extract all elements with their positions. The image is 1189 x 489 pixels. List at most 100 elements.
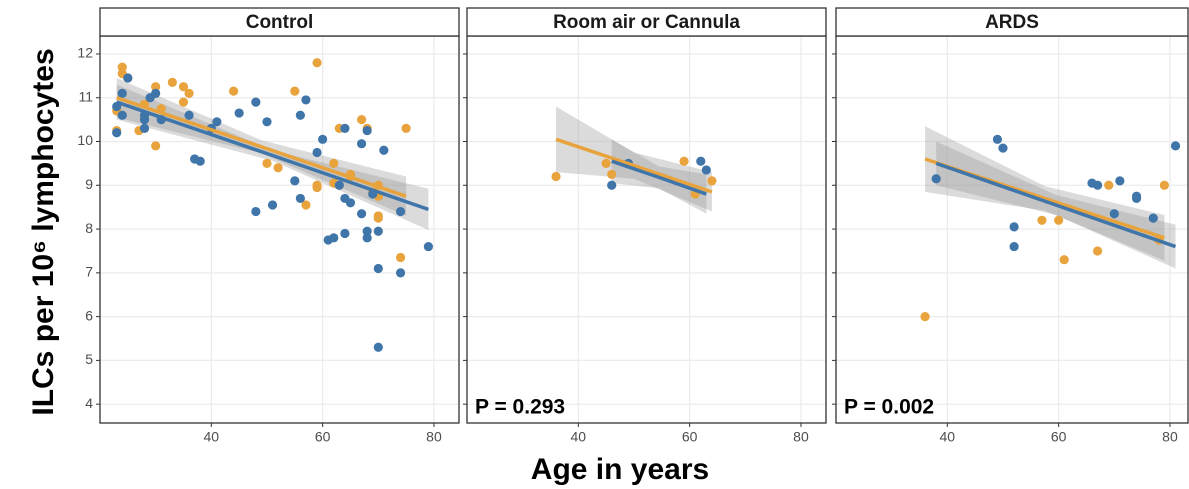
data-point — [379, 145, 389, 155]
x-tick-label: 40 — [204, 429, 220, 445]
data-point — [251, 97, 261, 107]
data-point — [167, 77, 177, 88]
data-point — [312, 58, 322, 68]
data-point — [931, 174, 941, 184]
data-point — [920, 312, 930, 322]
y-tick-label: 7 — [85, 264, 93, 280]
data-point — [267, 200, 278, 210]
data-point — [312, 182, 322, 193]
p-value: P = 0.293 — [475, 396, 565, 419]
data-point — [1037, 215, 1047, 225]
data-point — [1148, 213, 1158, 223]
data-point — [992, 134, 1003, 144]
data-point — [395, 268, 406, 278]
data-point — [312, 147, 322, 158]
data-point — [1092, 246, 1103, 256]
x-tick-label: 60 — [682, 429, 698, 445]
data-point — [1059, 255, 1069, 265]
data-point — [1104, 180, 1114, 190]
data-point — [295, 110, 305, 120]
data-point — [356, 139, 367, 149]
regression-line — [116, 96, 407, 198]
data-point — [373, 226, 383, 236]
data-point — [998, 143, 1008, 153]
data-point — [184, 88, 194, 98]
strip — [99, 7, 460, 37]
data-point — [228, 86, 239, 96]
x-axis-label: Age in years — [531, 453, 709, 486]
data-point — [607, 180, 617, 190]
y-axis-label: ILCs per 10⁶ lymphocytes — [27, 48, 60, 415]
plot-area — [112, 58, 433, 352]
data-point — [139, 123, 150, 133]
data-point — [301, 95, 311, 105]
data-point — [117, 62, 127, 72]
data-point — [601, 158, 611, 168]
data-point — [1009, 222, 1019, 232]
y-tick-label: 4 — [85, 395, 93, 411]
x-tick-label: 80 — [1162, 429, 1178, 445]
data-point — [423, 241, 433, 252]
strip — [835, 7, 1189, 37]
data-point — [1115, 176, 1125, 186]
data-point — [340, 123, 350, 133]
data-point — [701, 165, 711, 175]
x-tick-label: 40 — [940, 429, 956, 445]
data-point — [290, 176, 300, 186]
data-point — [362, 233, 372, 243]
x-tick-label: 80 — [793, 429, 809, 445]
data-point — [395, 206, 406, 217]
data-point — [318, 134, 328, 144]
data-point — [373, 263, 383, 274]
data-point — [178, 97, 189, 107]
data-point — [112, 128, 122, 138]
data-point — [395, 252, 406, 263]
regression-line — [611, 159, 707, 196]
y-tick-label: 11 — [78, 88, 93, 104]
data-point — [340, 228, 350, 239]
x-tick-label: 80 — [426, 429, 442, 445]
data-point — [1131, 193, 1142, 204]
data-point — [1009, 241, 1019, 252]
data-point — [123, 73, 133, 83]
data-point — [1170, 141, 1181, 151]
data-point — [329, 233, 339, 243]
data-point — [334, 180, 344, 190]
confidence-band — [925, 126, 1165, 261]
confidence-band — [556, 106, 712, 212]
data-point — [1159, 180, 1169, 190]
data-point — [151, 141, 161, 151]
data-point — [273, 163, 283, 173]
y-tick-label: 6 — [85, 307, 93, 323]
data-point — [345, 198, 356, 208]
data-point — [356, 115, 367, 125]
data-point — [117, 110, 127, 120]
plot-area — [551, 106, 717, 214]
data-point — [329, 158, 339, 168]
plot-area — [920, 126, 1181, 322]
data-point — [290, 86, 300, 96]
x-tick-label: 60 — [1051, 429, 1067, 445]
data-point — [551, 171, 561, 182]
data-point — [356, 209, 367, 219]
p-value: P = 0.002 — [844, 396, 934, 419]
data-point — [362, 226, 372, 236]
data-point — [251, 206, 261, 217]
data-point — [301, 200, 311, 210]
panel-title: Room air or Cannula — [553, 12, 740, 33]
data-point — [151, 88, 161, 98]
data-point — [151, 82, 161, 92]
data-point — [607, 169, 617, 179]
strip — [466, 7, 827, 37]
y-tick-label: 9 — [85, 176, 93, 192]
data-point — [679, 156, 689, 166]
regression-line — [935, 161, 1177, 249]
data-point — [401, 123, 411, 133]
y-tick-label: 12 — [77, 45, 93, 61]
regression-line — [116, 100, 429, 212]
y-tick-label: 8 — [85, 220, 93, 236]
data-point — [1054, 215, 1064, 225]
data-point — [212, 117, 222, 127]
regression-line — [555, 137, 713, 194]
data-point — [262, 117, 272, 127]
